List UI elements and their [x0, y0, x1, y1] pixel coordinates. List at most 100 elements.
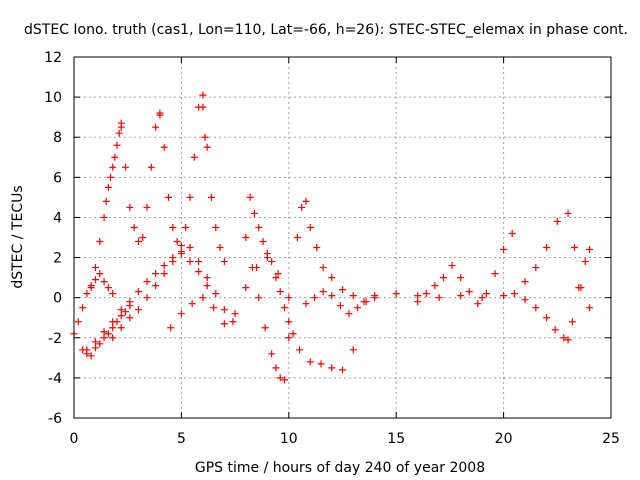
data-point: [293, 234, 301, 241]
axis-ticks: 0 5 10 15 20 25 -6 -4 -2 0 2 4 6 8 10 12: [44, 50, 620, 447]
data-point: [203, 143, 211, 151]
data-point: [255, 294, 263, 302]
series-arc15: [371, 290, 529, 304]
data-point: [510, 290, 518, 298]
data-point: [543, 314, 551, 322]
data-point: [478, 294, 486, 302]
y-tick-label: 0: [53, 291, 62, 307]
data-point: [152, 270, 160, 278]
data-point: [435, 294, 443, 302]
data-point: [229, 318, 237, 326]
data-point: [83, 346, 91, 354]
x-tick-label: 20: [495, 431, 513, 447]
data-point: [220, 306, 228, 314]
data-point: [212, 290, 220, 298]
data-point: [532, 264, 540, 272]
data-point: [186, 193, 194, 201]
data-point: [362, 298, 370, 306]
y-tick-label: -4: [48, 371, 62, 387]
series-arc9: [167, 254, 293, 332]
data-point: [457, 292, 465, 300]
data-point: [551, 326, 559, 334]
data-point: [109, 318, 117, 326]
data-point: [250, 209, 258, 217]
x-tick-label: 15: [387, 431, 405, 447]
data-point: [259, 238, 267, 246]
x-tick-label: 25: [602, 431, 620, 447]
data-point: [152, 282, 160, 290]
data-point: [439, 274, 447, 282]
data-point: [521, 296, 529, 304]
data-point: [276, 374, 284, 382]
data-point: [328, 364, 336, 372]
data-point: [212, 223, 220, 231]
data-point: [186, 244, 194, 252]
data-point: [104, 183, 112, 191]
data-point: [160, 262, 168, 270]
data-point: [482, 290, 490, 298]
data-point: [414, 298, 422, 306]
data-point: [285, 334, 293, 342]
data-point: [570, 244, 578, 252]
data-point: [465, 288, 473, 296]
data-point: [115, 129, 123, 137]
data-point: [199, 294, 207, 302]
y-tick-label: -6: [48, 411, 62, 427]
data-point: [100, 278, 108, 286]
data-point: [203, 282, 211, 290]
series-arc2: [79, 302, 134, 360]
data-point: [79, 304, 87, 312]
data-point: [91, 338, 99, 346]
y-tick-label: -2: [48, 331, 62, 347]
data-point: [474, 300, 482, 308]
data-point: [143, 278, 151, 286]
y-axis-label: dSTEC / TECUs: [10, 185, 26, 288]
data-point: [242, 234, 250, 241]
data-point: [190, 153, 198, 161]
data-point: [201, 133, 209, 141]
data-point: [339, 286, 346, 294]
data-point: [339, 366, 346, 374]
data-point: [139, 234, 147, 241]
data-point: [102, 197, 110, 205]
data-point: [74, 318, 82, 326]
data-point: [317, 360, 325, 368]
data-point: [203, 274, 211, 282]
y-tick-label: 12: [44, 50, 62, 66]
data-point: [422, 290, 430, 298]
series-arc11: [246, 193, 297, 338]
data-point: [169, 223, 177, 231]
data-point: [91, 344, 99, 352]
data-point: [111, 153, 119, 161]
data-point: [281, 376, 289, 384]
data-point: [268, 258, 276, 266]
data-point: [169, 258, 177, 266]
data-points: [70, 91, 594, 384]
data-point: [173, 238, 181, 246]
data-point: [109, 290, 117, 298]
series-arc8: [109, 244, 237, 342]
data-point: [126, 203, 134, 211]
data-point: [177, 242, 185, 250]
series-arc10: [242, 234, 289, 384]
data-point: [371, 292, 379, 300]
data-point: [130, 223, 138, 231]
data-point: [231, 310, 239, 318]
data-point: [220, 258, 228, 266]
data-point: [109, 334, 117, 342]
data-point: [117, 312, 125, 320]
data-point: [210, 304, 218, 312]
data-point: [117, 324, 125, 332]
data-point: [91, 264, 99, 272]
x-tick-label: 5: [177, 431, 186, 447]
data-point: [581, 258, 589, 266]
x-tick-label: 10: [280, 431, 298, 447]
data-point: [272, 364, 280, 372]
data-point: [109, 324, 117, 332]
data-point: [134, 238, 142, 246]
data-point: [328, 274, 336, 282]
grid: [74, 57, 611, 418]
data-point: [564, 209, 572, 217]
data-point: [586, 304, 594, 312]
